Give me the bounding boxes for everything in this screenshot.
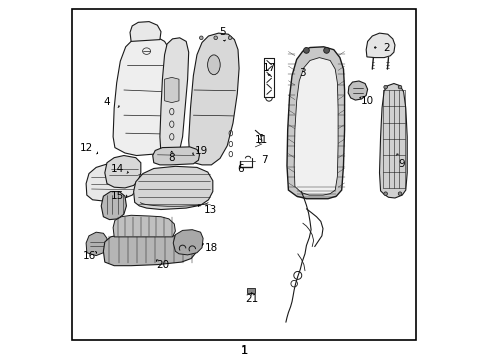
Polygon shape [86, 163, 138, 201]
Text: 13: 13 [203, 204, 217, 215]
Polygon shape [286, 47, 344, 199]
Text: 20: 20 [156, 260, 169, 270]
Ellipse shape [213, 36, 217, 40]
Ellipse shape [397, 192, 401, 195]
Text: 17: 17 [262, 63, 275, 73]
Polygon shape [379, 84, 407, 198]
Text: 4: 4 [103, 96, 110, 107]
Ellipse shape [383, 85, 386, 89]
Polygon shape [86, 232, 107, 256]
Polygon shape [160, 38, 188, 159]
Ellipse shape [199, 36, 203, 40]
Polygon shape [294, 58, 337, 195]
Text: 1: 1 [241, 346, 247, 356]
Ellipse shape [303, 48, 309, 53]
Text: 3: 3 [298, 68, 305, 78]
Polygon shape [347, 81, 367, 100]
Text: 18: 18 [204, 243, 218, 253]
Text: 10: 10 [360, 96, 373, 106]
Polygon shape [113, 215, 175, 237]
Ellipse shape [323, 48, 329, 53]
Text: 2: 2 [383, 42, 389, 53]
Text: 9: 9 [398, 159, 405, 169]
Polygon shape [152, 147, 199, 165]
Polygon shape [366, 33, 394, 58]
Polygon shape [101, 192, 126, 220]
Bar [300, 62, 314, 76]
Text: 14: 14 [111, 164, 124, 174]
Polygon shape [130, 22, 161, 41]
Text: 21: 21 [244, 294, 258, 304]
Text: 16: 16 [82, 251, 96, 261]
Bar [247, 288, 255, 293]
Ellipse shape [228, 36, 231, 40]
Ellipse shape [397, 85, 401, 89]
Text: 5: 5 [219, 27, 226, 37]
Text: 7: 7 [261, 155, 267, 165]
Polygon shape [103, 234, 197, 266]
Polygon shape [133, 166, 212, 210]
Text: 15: 15 [111, 191, 124, 201]
Polygon shape [173, 230, 203, 255]
Polygon shape [104, 156, 141, 188]
Ellipse shape [383, 192, 386, 195]
Polygon shape [188, 33, 239, 165]
Text: 6: 6 [237, 164, 244, 174]
Text: 19: 19 [194, 146, 207, 156]
Ellipse shape [207, 55, 220, 75]
Polygon shape [113, 36, 172, 156]
Polygon shape [164, 77, 179, 103]
Text: 8: 8 [168, 153, 175, 163]
Text: 11: 11 [255, 135, 268, 145]
Text: 1: 1 [240, 344, 248, 357]
Text: 12: 12 [80, 143, 93, 153]
